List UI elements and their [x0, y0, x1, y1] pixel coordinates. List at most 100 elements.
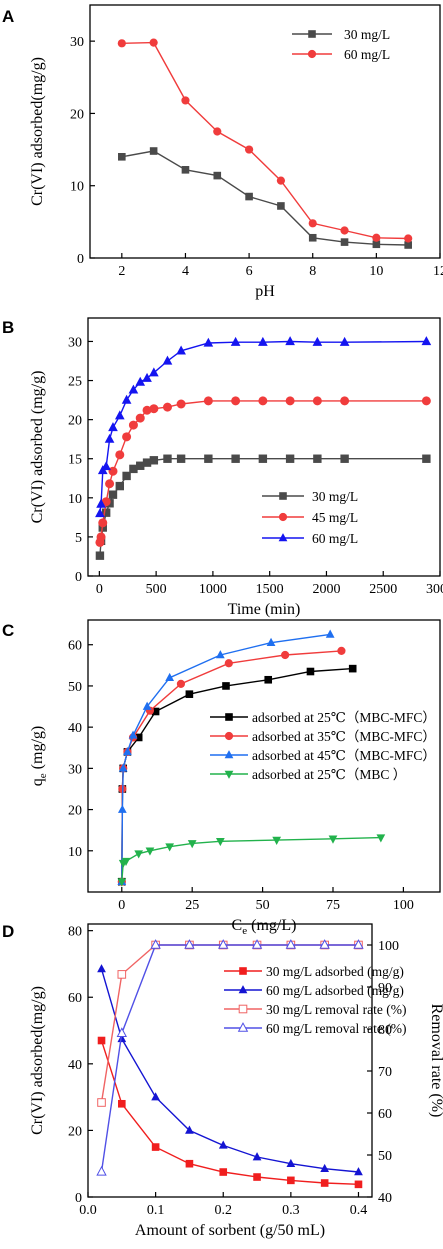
panel-b-data-point — [203, 337, 214, 347]
panel-b-series-line — [99, 400, 427, 543]
panel-letter-a: A — [2, 7, 14, 26]
panel-c-data-point — [134, 733, 143, 742]
panel-b-data-point — [142, 458, 152, 467]
panel-b-x-tick-label: 1000 — [199, 582, 227, 597]
panel-a-data-point — [308, 233, 317, 242]
panel-c-data-point — [118, 763, 128, 772]
panel-d-x-tick-label: 0.4 — [350, 1203, 368, 1218]
panel-d-data-point — [184, 939, 195, 949]
panel-a-data-point — [404, 234, 413, 243]
panel-c-x-axis-label: Ce (mg/L) — [232, 917, 297, 937]
panel-b-legend-label: 60 mg/L — [312, 531, 358, 546]
panel-a-legend-marker — [307, 49, 317, 59]
panel-a-data-point — [213, 127, 222, 136]
panel-c-data-point — [165, 672, 175, 681]
panel-c-data-point — [128, 730, 138, 739]
panel-d-data-point — [118, 1099, 126, 1108]
panel-d-data-point — [320, 1179, 329, 1187]
panel-a-data-point — [245, 192, 253, 201]
panel-b-data-point — [121, 394, 132, 404]
panel-d-x-tick-label: 0.3 — [282, 1203, 300, 1218]
panel-d-data-point — [117, 1033, 127, 1043]
panel-d-data-point — [185, 1159, 194, 1168]
panel-a-data-point — [308, 219, 317, 228]
panel-b-data-point — [258, 336, 268, 346]
panel-b-data-point — [162, 402, 172, 412]
panel-b-data-point — [95, 508, 105, 518]
panel-b-data-point — [98, 518, 108, 528]
panel-a-series-2 — [117, 38, 413, 243]
panel-d: 0.0 0.1 0.2 0.3 0.4 0 20 40 60 80 40 50 60 70 80 90 100 A… — [29, 923, 443, 1239]
panel-c-data-point — [215, 650, 225, 659]
panel-d-data-point — [251, 939, 263, 949]
panel-b-data-point — [101, 508, 111, 517]
panel-b-y-tick-label: 5 — [75, 531, 82, 546]
panel-c-x-tick-label: 25 — [185, 898, 199, 913]
panel-d-series-line — [100, 1040, 359, 1185]
panel-d-x-tick-label: 0.1 — [147, 1203, 165, 1218]
panel-b-legend-marker — [278, 533, 288, 542]
panel-b-data-point — [258, 396, 268, 406]
panel-a: 2 4 6 8 10 12 0 10 20 30 pH Cr(VI) adsorbed(mg/g) 30… — [29, 4, 443, 300]
panel-b-data-point — [114, 410, 125, 420]
panel-d-y2-tick-label: 60 — [378, 1107, 392, 1122]
panel-b-data-point — [285, 396, 295, 406]
panel-a-data-point — [149, 147, 158, 155]
panel-d-legend-marker — [238, 985, 248, 994]
panel-b-y-tick-label: 20 — [68, 414, 82, 429]
panel-b-data-point — [115, 481, 124, 491]
panel-d-data-point — [97, 964, 106, 973]
panel-d-legend: 30 mg/L adsorbed (mg/g) 60 mg/L adsorbed … — [224, 964, 406, 1036]
panel-d-data-point — [286, 1158, 296, 1167]
panel-d-data-point — [252, 1152, 262, 1161]
panel-d-y-tick-label: 20 — [68, 1124, 82, 1139]
panel-c-data-point — [272, 836, 282, 845]
panel-b-legend: 30 mg/L 45 mg/L 60 mg/L — [262, 489, 358, 546]
panel-b-data-point — [104, 433, 115, 443]
panel-b-y-tick-label: 0 — [75, 570, 82, 585]
panel-a-series-line — [121, 41, 409, 240]
panel-b-y-axis-label: Cr(VI) adsorbed (mg/g) — [29, 371, 46, 524]
panel-c-y-tick-label: 50 — [68, 680, 82, 695]
panel-b-data-point — [203, 396, 213, 406]
panel-d-y-tick-label: 80 — [68, 925, 82, 940]
panel-b-y-tick-label: 15 — [68, 453, 82, 468]
panel-c-legend-label: adsorbed at 35℃（MBC-MFC） — [252, 729, 436, 744]
panel-a-x-tick-label: 4 — [182, 264, 189, 279]
panel-b-data-point — [421, 336, 432, 346]
panel-c-data-point — [176, 679, 186, 688]
panel-b-x-tick-label: 3000 — [426, 582, 443, 597]
panel-b-data-point — [230, 336, 241, 346]
panel-a-y-tick-label: 0 — [77, 252, 84, 267]
panel-d-series-line — [100, 944, 359, 1172]
panel-c-legend-label: adsorbed at 45℃（MBC-MFC） — [252, 748, 436, 763]
panel-d-data-point — [287, 1176, 295, 1185]
panel-b: 0 500 1000 1500 2000 2500 3000 0 5 10 15 20 25 30 Time… — [29, 317, 443, 618]
panel-b-data-point — [421, 396, 431, 406]
panel-d-y2-tick-label: 80 — [378, 1023, 392, 1038]
panel-b-data-point — [122, 471, 131, 481]
panel-b-data-point — [258, 454, 268, 463]
panel-b-y-tick-label: 30 — [68, 335, 82, 350]
panel-b-series-line — [99, 340, 427, 514]
panel-c-data-point — [151, 707, 160, 716]
panel-b-data-point — [136, 461, 145, 470]
panel-d-data-point — [253, 1173, 261, 1181]
panel-b-data-point — [176, 454, 186, 463]
panel-b-data-point — [176, 399, 186, 409]
panel-d-data-point — [319, 939, 330, 949]
panel-c: 0 25 50 75 100 10 20 30 40 50 60 Ce (mg/L) qe (mg/g)… — [29, 619, 441, 937]
panel-b-data-point — [340, 396, 350, 406]
panel-b-data-point — [101, 461, 111, 471]
panel-d-data-point — [151, 1092, 160, 1101]
panel-c-data-point — [185, 690, 194, 698]
panel-c-legend-label: adsorbed at 25℃（MBC ） — [252, 767, 406, 782]
panel-c-data-point — [325, 629, 335, 638]
panel-b-data-point — [96, 532, 106, 542]
panel-c-data-point — [281, 650, 290, 660]
panel-letter-b: B — [2, 318, 14, 337]
panel-b-data-point — [313, 454, 322, 463]
panel-b-data-point — [176, 345, 186, 355]
panel-d-legend-label: 60 mg/L removal rate (%) — [266, 1021, 406, 1036]
panel-d-plot-frame — [87, 923, 373, 1198]
